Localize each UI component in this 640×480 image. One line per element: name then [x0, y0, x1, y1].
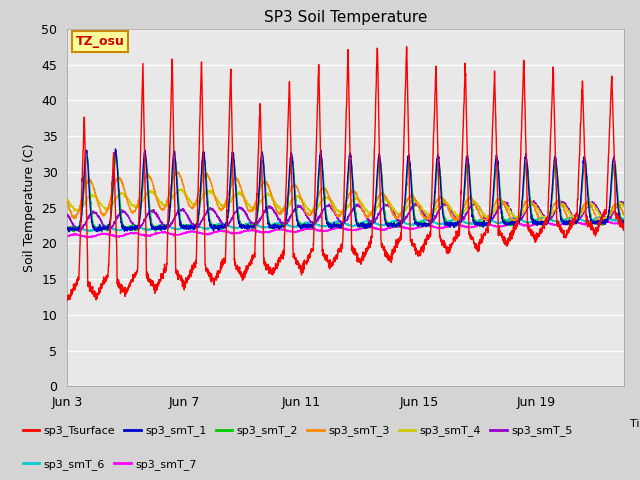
- Text: Time: Time: [630, 419, 640, 429]
- Title: SP3 Soil Temperature: SP3 Soil Temperature: [264, 10, 428, 25]
- Legend: sp3_Tsurface, sp3_smT_1, sp3_smT_2, sp3_smT_3, sp3_smT_4, sp3_smT_5: sp3_Tsurface, sp3_smT_1, sp3_smT_2, sp3_…: [19, 421, 577, 441]
- Y-axis label: Soil Temperature (C): Soil Temperature (C): [23, 144, 36, 272]
- Legend: sp3_smT_6, sp3_smT_7: sp3_smT_6, sp3_smT_7: [19, 455, 201, 474]
- Text: TZ_osu: TZ_osu: [76, 35, 124, 48]
